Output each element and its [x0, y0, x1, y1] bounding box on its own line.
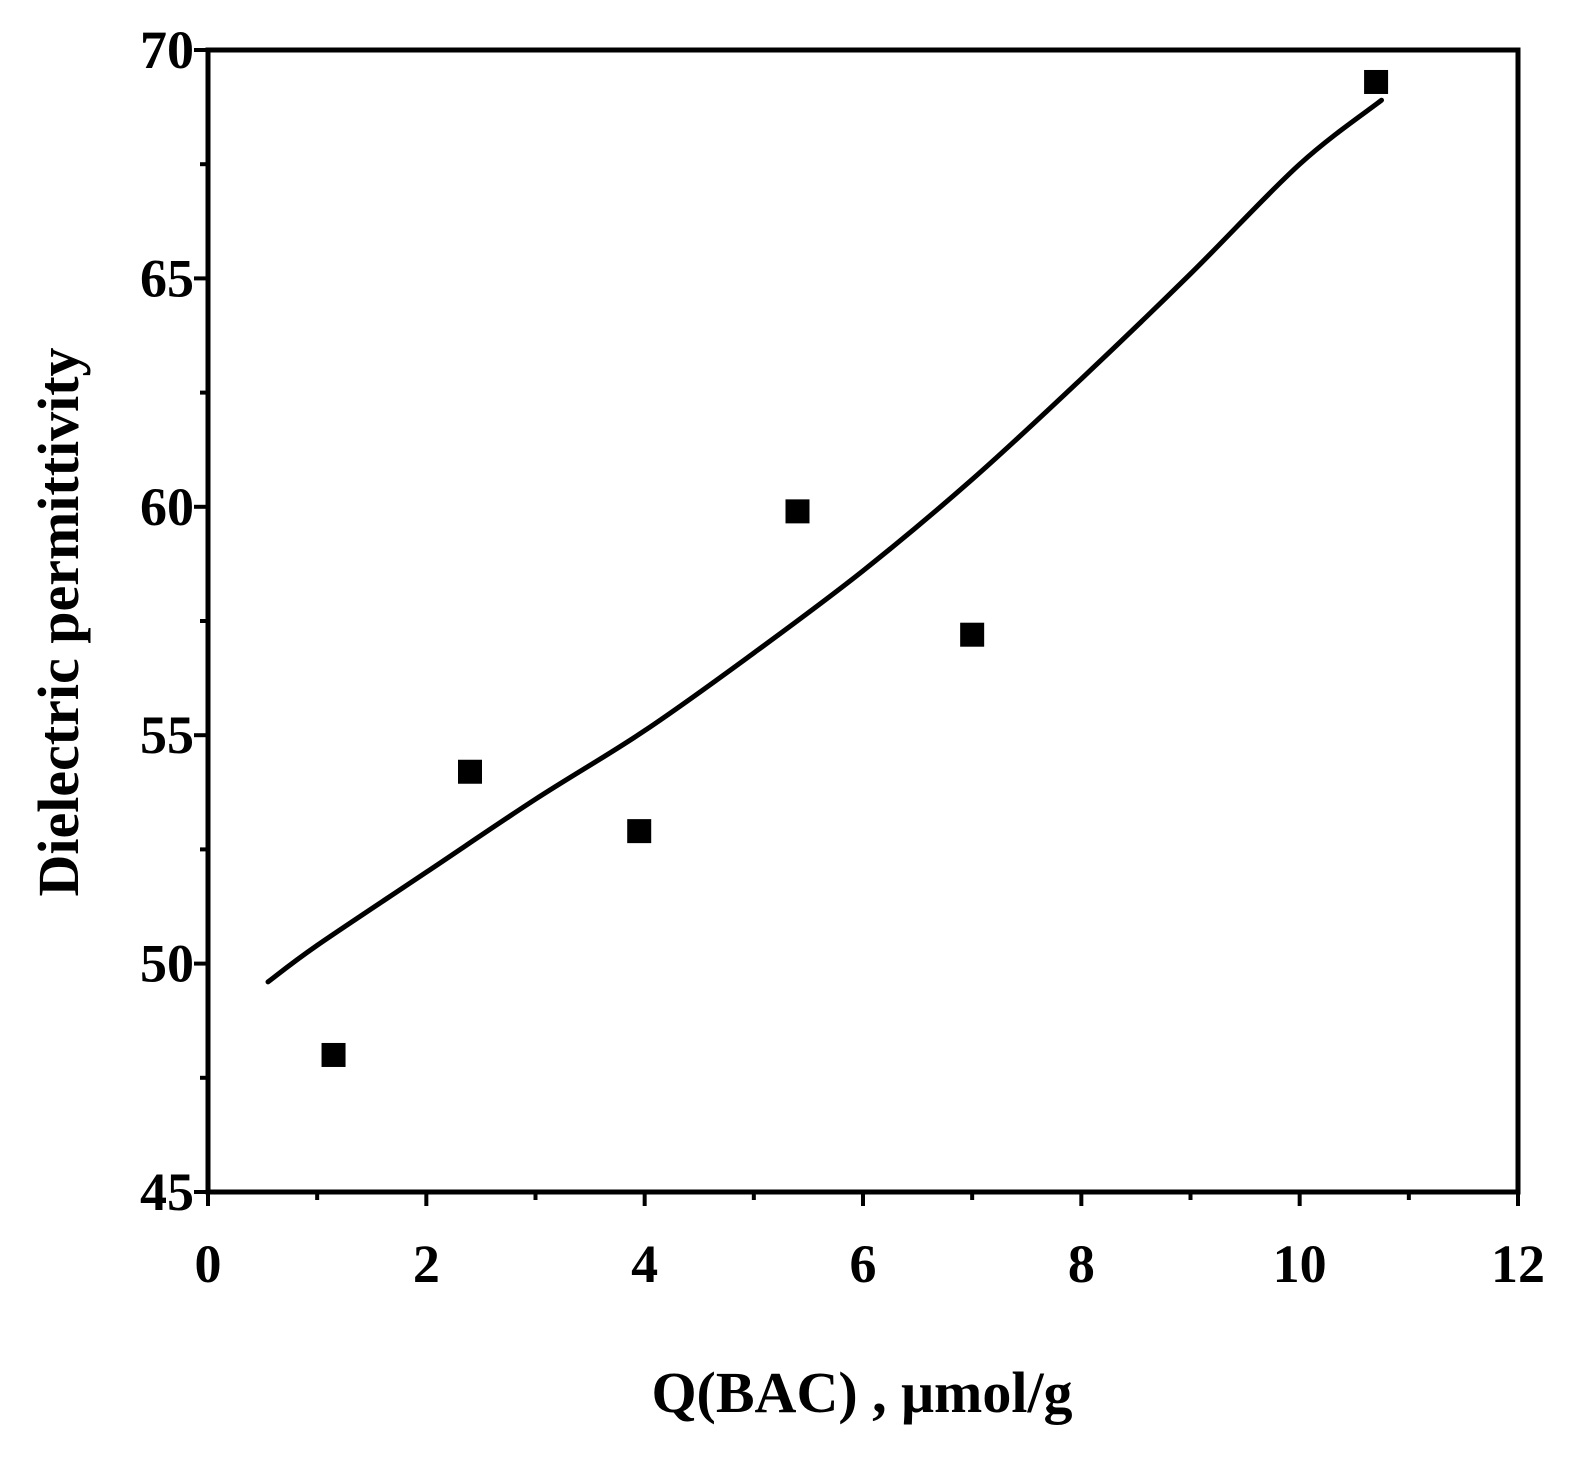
y-tick-label: 65 — [140, 248, 194, 308]
data-point — [960, 622, 985, 647]
y-tick-label: 45 — [140, 1162, 194, 1222]
y-tick-label: 70 — [140, 20, 194, 80]
fit-curve-layer — [265, 97, 1384, 985]
x-tick-label: 6 — [850, 1234, 877, 1294]
plot-area-border — [205, 47, 1521, 1195]
y-tick-label: 60 — [140, 477, 194, 537]
x-tick-label: 0 — [195, 1234, 222, 1294]
x-tick-label: 10 — [1273, 1234, 1327, 1294]
axis-ticks — [194, 48, 1520, 1206]
x-axis-title: Q(BAC) , μmol/g — [651, 1360, 1072, 1425]
data-point — [321, 1042, 346, 1067]
data-point — [785, 499, 810, 524]
y-axis-title: Dielectric permittivity — [26, 347, 91, 896]
data-point — [1364, 69, 1389, 94]
y-tick-label: 50 — [140, 934, 194, 994]
x-tick-label: 12 — [1491, 1234, 1545, 1294]
data-point — [627, 819, 652, 844]
tick-labels: 0 2 4 6 8 10 12 45 50 55 60 65 70 — [140, 20, 1545, 1294]
plot-frame — [205, 47, 1521, 1195]
data-points — [321, 69, 1389, 1067]
y-tick-label: 55 — [140, 705, 194, 765]
x-tick-label: 4 — [631, 1234, 658, 1294]
fit-curve — [265, 97, 1384, 985]
x-tick-label: 8 — [1068, 1234, 1095, 1294]
x-tick-label: 2 — [413, 1234, 440, 1294]
data-point — [458, 759, 482, 784]
